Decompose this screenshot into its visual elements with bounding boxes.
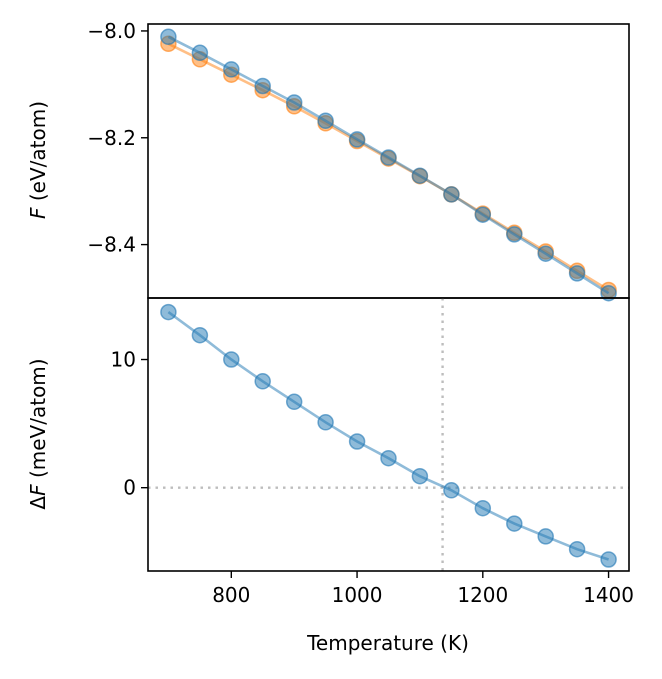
top-series-1-point	[223, 61, 240, 78]
bottom-y-label-unit: (meV/atom)	[26, 358, 50, 484]
bot-series-0-point	[506, 515, 523, 532]
bot-y-tick-label: 10	[111, 348, 136, 372]
top-series-1-point	[506, 226, 523, 243]
top-series-1-point	[568, 265, 586, 282]
bot-series-0-point	[285, 393, 303, 411]
top-series-1-point	[600, 284, 617, 302]
bot-series-0-line	[167, 311, 610, 561]
bottom-panel: 0 10 800 1000 1200 1400 ΔF (meV/atom) Temper…	[26, 297, 634, 655]
top-y-tick-label: −8.2	[87, 126, 136, 150]
bottom-y-axis-label: ΔF (meV/atom)	[26, 358, 50, 509]
top-y-tick-label: −8.0	[87, 19, 136, 43]
top-y-label-unit: (eV/atom)	[26, 101, 50, 208]
top-series-1-point	[254, 77, 271, 95]
bot-y-tick-label: 0	[123, 476, 136, 500]
top-series-1-point	[317, 112, 334, 129]
top-y-label-symbol: F	[26, 207, 50, 219]
top-series-1-point	[160, 28, 177, 46]
bottom-y-ticks: 0 10	[111, 348, 148, 500]
bot-series-0-point	[380, 449, 397, 467]
bottom-x-ticks: 800 1000 1200 1400	[212, 571, 634, 607]
bot-series-0-point	[411, 467, 429, 485]
top-plot-area	[160, 28, 617, 302]
bot-series-0-point	[568, 540, 586, 558]
top-series-1-point	[474, 206, 492, 223]
bot-series-0-point	[254, 373, 271, 390]
bot-series-0-point	[443, 482, 460, 499]
top-series-1-point	[285, 94, 303, 111]
x-tick-label: 1000	[332, 583, 383, 607]
top-series-1-point	[380, 149, 397, 166]
x-tick-label: 1200	[457, 583, 508, 607]
top-series-1-point	[411, 167, 429, 184]
top-panel: −8.0 −8.2 −8.4 F (eV/atom)	[26, 19, 630, 302]
bottom-y-label-delta: Δ	[26, 496, 50, 510]
x-axis-label: Temperature (K)	[306, 631, 469, 655]
top-y-ticks: −8.0 −8.2 −8.4	[87, 19, 148, 257]
bottom-axes-frame	[147, 297, 630, 572]
bottom-plot-area	[148, 298, 629, 571]
bot-series-0-point	[600, 551, 617, 568]
bot-series-0-point	[348, 433, 366, 450]
top-series-1-point	[191, 44, 209, 62]
top-series-1-point	[348, 131, 366, 148]
bot-series-0-point	[223, 351, 240, 368]
bottom-y-label-symbol: F	[26, 484, 50, 496]
top-y-tick-label: −8.4	[87, 233, 136, 257]
top-y-axis-label: F (eV/atom)	[26, 101, 50, 219]
bot-series-0-point	[537, 528, 554, 545]
bot-series-0-point	[317, 414, 334, 431]
bot-series-0-point	[474, 499, 492, 517]
x-tick-label: 800	[212, 583, 250, 607]
bot-series-0-point	[160, 303, 177, 321]
top-series-1-point	[537, 245, 554, 262]
top-series-1-point	[443, 186, 460, 203]
x-tick-label: 1400	[583, 583, 634, 607]
bot-series-0-point	[191, 326, 209, 344]
